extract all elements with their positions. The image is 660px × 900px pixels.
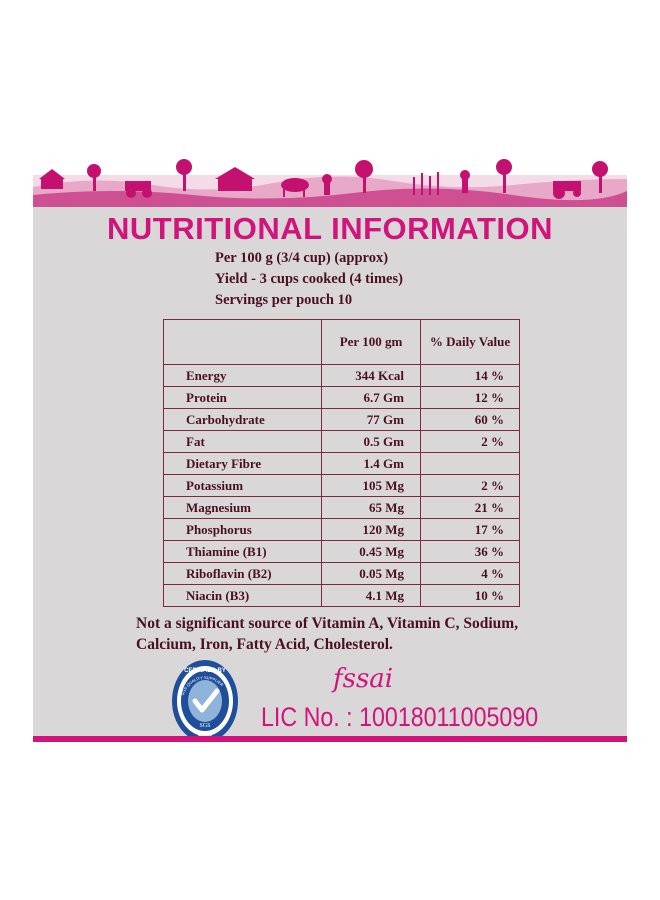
table-row: Fat 0.5 Gm 2 % xyxy=(163,430,520,453)
seal-top-text: CERTIFIED BY xyxy=(184,668,226,674)
per-100gm-value: 120 Mg xyxy=(362,521,404,537)
seal-code: 10016 xyxy=(198,732,212,738)
per-100gm-value: 344 Kcal xyxy=(355,367,404,383)
nutrient-name: Niacin (B3) xyxy=(163,584,322,607)
daily-value: 2 % xyxy=(481,433,504,449)
table-row: Protein 6.7 Gm 12 % xyxy=(163,386,520,409)
daily-value: 60 % xyxy=(474,411,504,427)
yield-line: Yield - 3 cups cooked (4 times) xyxy=(215,271,403,287)
page-title: NUTRITIONAL INFORMATION xyxy=(106,211,554,246)
nutrition-table: Per 100 gm % Daily Value Energy 344 Kcal 1… xyxy=(163,319,520,607)
nutrient-name: Energy xyxy=(163,364,322,387)
table-row: Carbohydrate 77 Gm 60 % xyxy=(163,408,520,431)
seal-brand: SGS xyxy=(199,723,210,729)
header-daily-value: % Daily Value xyxy=(420,319,520,365)
table-row: Niacin (B3) 4.1 Mg 10 % xyxy=(163,584,520,607)
table-row: Dietary Fibre 1.4 Gm xyxy=(163,452,520,475)
table-row: Potassium 105 Mg 2 % xyxy=(163,474,520,497)
note-line: Calcium, Iron, Fatty Acid, Cholesterol. xyxy=(136,636,393,653)
per-100gm-value: 0.45 Mg xyxy=(359,543,404,559)
daily-value: 10 % xyxy=(474,587,504,603)
license-number: LIC No. : 10018011005090 xyxy=(261,702,539,732)
farm-scene-banner xyxy=(33,157,627,207)
header-per-100gm: Per 100 gm xyxy=(321,319,421,365)
servings-line: Servings per pouch 10 xyxy=(215,292,353,308)
table-row: Thiamine (B1) 0.45 Mg 36 % xyxy=(163,540,520,563)
serving-size-line: Per 100 g (3/4 cup) (approx) xyxy=(215,250,389,266)
fssai-logo: fssai xyxy=(333,664,394,694)
header-nutrient xyxy=(163,319,322,365)
nutrient-name: Phosphorus xyxy=(163,518,322,541)
sgs-certified-seal-icon: CERTIFIED BY SGS QUALITY SUPPLIER SGS 10… xyxy=(172,660,238,742)
per-100gm-value: 0.5 Gm xyxy=(363,433,404,449)
daily-value: 2 % xyxy=(481,477,504,493)
table-header-row: Per 100 gm % Daily Value xyxy=(163,319,520,365)
nutrient-name: Thiamine (B1) xyxy=(163,540,322,563)
daily-value: 12 % xyxy=(474,389,504,405)
daily-value: 21 % xyxy=(474,499,504,515)
daily-value: 4 % xyxy=(481,565,504,581)
nutrient-name: Fat xyxy=(163,430,322,453)
per-100gm-value: 0.05 Mg xyxy=(359,565,404,581)
bottom-divider xyxy=(33,736,627,742)
per-100gm-value: 77 Gm xyxy=(366,411,404,427)
daily-value: 17 % xyxy=(474,521,504,537)
nutrient-name: Magnesium xyxy=(163,496,322,519)
table-row: Phosphorus 120 Mg 17 % xyxy=(163,518,520,541)
nutrient-name: Riboflavin (B2) xyxy=(163,562,322,585)
daily-value: 14 % xyxy=(474,367,504,383)
nutrient-name: Protein xyxy=(163,386,322,409)
daily-value: 36 % xyxy=(474,543,504,559)
per-100gm-value: 6.7 Gm xyxy=(363,389,404,405)
per-100gm-value: 4.1 Mg xyxy=(365,587,404,603)
table-row: Magnesium 65 Mg 21 % xyxy=(163,496,520,519)
per-100gm-value: 105 Mg xyxy=(362,477,404,493)
nutrient-name: Potassium xyxy=(163,474,322,497)
insignificant-sources-note: Not a significant source of Vitamin A, V… xyxy=(136,613,518,655)
per-100gm-value: 65 Mg xyxy=(368,499,404,515)
note-line: Not a significant source of Vitamin A, V… xyxy=(136,615,519,632)
table-row: Energy 344 Kcal 14 % xyxy=(163,364,520,387)
nutrient-name: Carbohydrate xyxy=(163,408,322,431)
table-row: Riboflavin (B2) 0.05 Mg 4 % xyxy=(163,562,520,585)
per-100gm-value: 1.4 Gm xyxy=(363,455,404,471)
nutrition-panel: NUTRITIONAL INFORMATION Per 100 g (3/4 c… xyxy=(33,157,627,742)
nutrient-name: Dietary Fibre xyxy=(163,452,322,475)
